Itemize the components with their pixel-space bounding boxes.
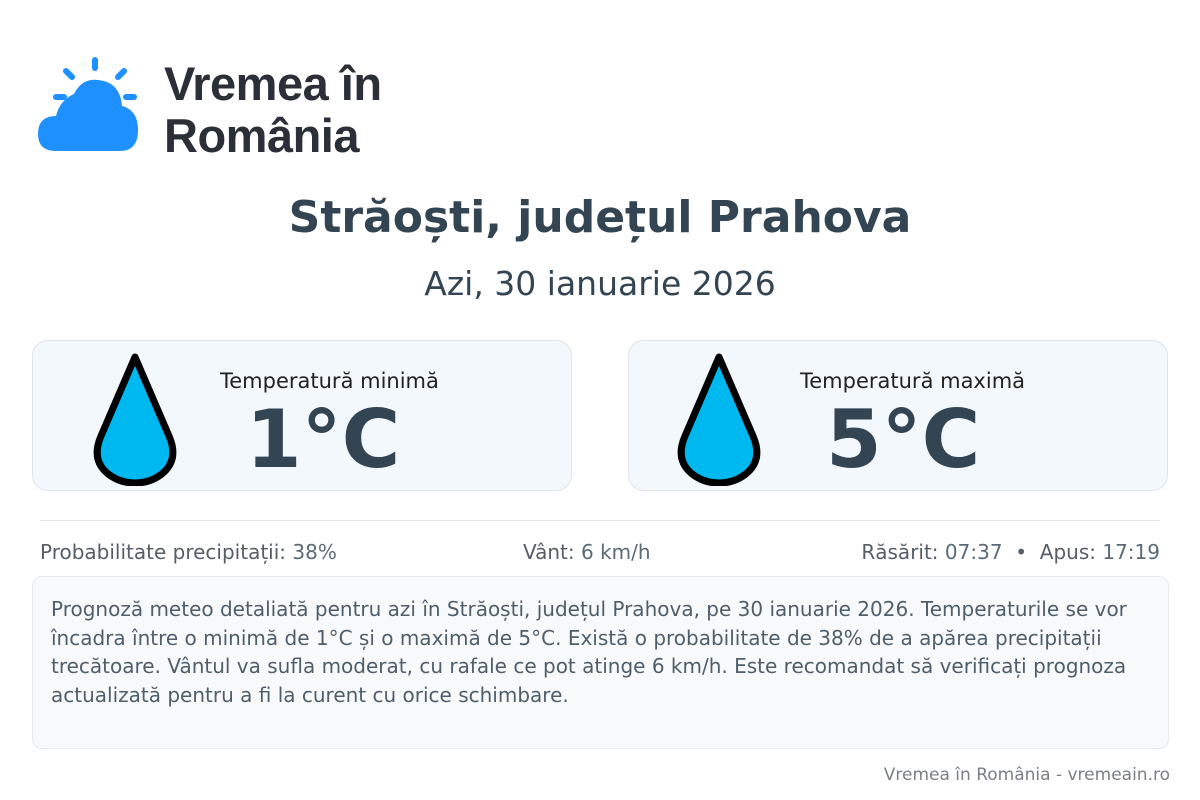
forecast-description: Prognoză meteo detaliată pentru azi în S… xyxy=(32,576,1169,749)
stats-row: Probabilitate precipitații: 38% Vânt: 6 … xyxy=(40,540,1160,568)
precip-value: 38% xyxy=(292,540,337,564)
wind-stat: Vânt: 6 km/h xyxy=(523,540,651,564)
sun-cloud-icon xyxy=(38,57,138,151)
logo[interactable]: Vremea în România xyxy=(36,54,382,162)
precip-label: Probabilitate precipitații: xyxy=(40,540,287,564)
sun-times-stat: Răsărit: 07:37 • Apus: 17:19 xyxy=(861,540,1160,564)
sunset-label: Apus: xyxy=(1039,540,1096,564)
page-title: Străoști, județul Prahova xyxy=(288,192,912,243)
water-drop-icon xyxy=(677,353,761,486)
divider xyxy=(40,520,1160,521)
wind-value: 6 km/h xyxy=(581,540,651,564)
min-temp-label: Temperatură minimă xyxy=(220,369,439,393)
sunrise-value: 07:37 xyxy=(944,540,1003,564)
separator: • xyxy=(1015,540,1028,564)
precipitation-stat: Probabilitate precipitații: 38% xyxy=(40,540,337,564)
wind-label: Vânt: xyxy=(523,540,575,564)
date-subtitle: Azi, 30 ianuarie 2026 xyxy=(424,264,776,303)
max-temp-label: Temperatură maximă xyxy=(800,369,1026,393)
sunrise-label: Răsărit: xyxy=(861,540,939,564)
brand-name: Vremea în România xyxy=(164,58,382,162)
brand-line-2: România xyxy=(164,109,359,162)
max-temp-card: Temperatură maximă 5°C xyxy=(628,340,1168,491)
footer-credit[interactable]: Vremea în România - vremeain.ro xyxy=(883,765,1170,785)
min-temp-card: Temperatură minimă 1°C xyxy=(32,340,572,491)
max-temp-value: 5°C xyxy=(826,393,981,486)
brand-line-1: Vremea în xyxy=(164,57,382,110)
sunset-value: 17:19 xyxy=(1102,540,1160,564)
water-drop-icon xyxy=(93,353,177,486)
min-temp-value: 1°C xyxy=(246,393,401,486)
